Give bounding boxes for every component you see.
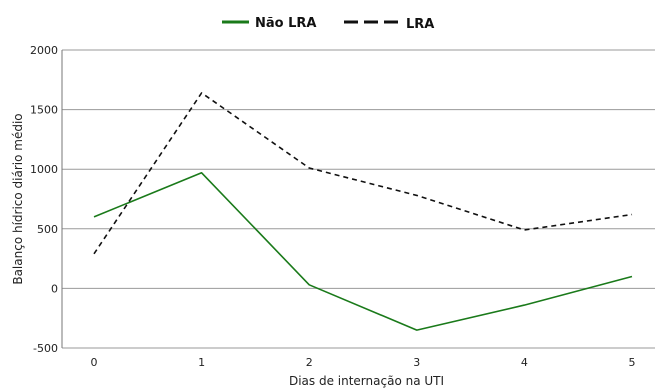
x-tick-label: 0 — [91, 356, 98, 369]
y-tick-labels: -500 0 500 1000 1500 2000 — [30, 44, 58, 355]
series-line-nao-lra — [93, 171, 633, 331]
x-tick-label: 4 — [521, 356, 528, 369]
gridlines — [62, 49, 655, 349]
y-tick-label: 1000 — [30, 163, 58, 176]
x-tick-label: 3 — [413, 356, 420, 369]
y-tick-label: 1500 — [30, 104, 58, 117]
legend-label-nao-lra: Não LRA — [255, 16, 316, 31]
legend-label-lra: LRA — [406, 17, 434, 32]
y-tick-label: 0 — [51, 282, 58, 295]
y-axis-title: Balanço hídrico diário médio — [11, 113, 25, 284]
series-lines — [93, 92, 633, 331]
y-tick-label: 500 — [37, 223, 58, 236]
x-tick-label: 2 — [306, 356, 313, 369]
x-tick-labels: 0 1 2 3 4 5 — [91, 356, 636, 369]
y-tick-label: 2000 — [30, 44, 58, 57]
legend: Não LRA LRA — [222, 16, 434, 32]
series-line-lra — [93, 92, 633, 255]
x-tick-label: 5 — [629, 356, 636, 369]
x-tick-label: 1 — [198, 356, 205, 369]
y-tick-label: -500 — [33, 342, 58, 355]
x-axis-title: Dias de internação na UTI — [289, 374, 444, 388]
